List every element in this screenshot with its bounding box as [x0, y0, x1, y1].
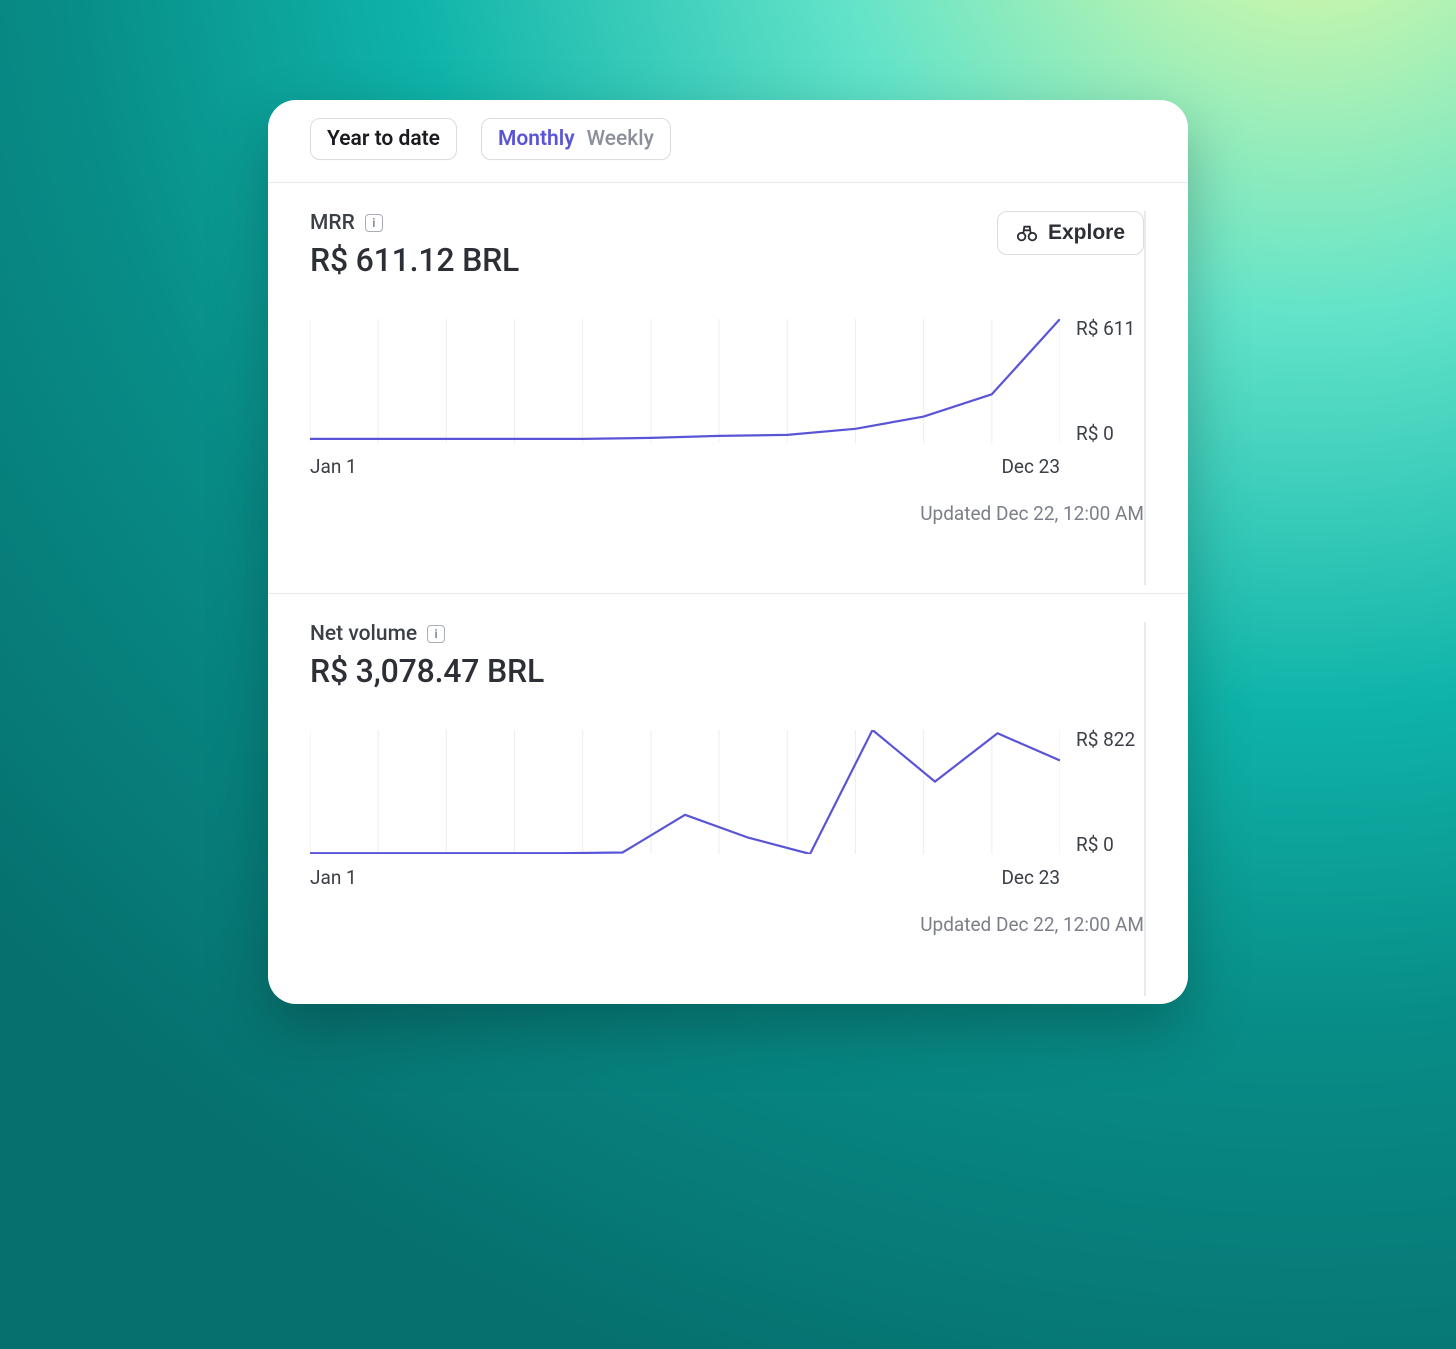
- dashboard-card: Year to date Monthly Weekly MRR i R$ 611.1…: [268, 100, 1188, 1004]
- info-icon[interactable]: i: [365, 214, 383, 232]
- metric-header: Net volume i R$ 3,078.47 BRL: [310, 622, 1144, 690]
- date-range-label: Year to date: [327, 127, 440, 151]
- x-axis-labels: Jan 1 Dec 23: [310, 455, 1144, 478]
- chart-plot: [310, 730, 1060, 854]
- y-min-label: R$ 0: [1076, 424, 1144, 443]
- updated-timestamp: Updated Dec 22, 12:00 AM: [310, 913, 1144, 936]
- x-start-label: Jan 1: [310, 455, 357, 478]
- metric-title: Net volume: [310, 622, 417, 646]
- x-axis-labels: Jan 1 Dec 23: [310, 866, 1144, 889]
- info-icon[interactable]: i: [427, 625, 445, 643]
- chart-plot: [310, 319, 1060, 443]
- y-axis-labels: R$ 611 R$ 0: [1072, 319, 1144, 443]
- x-start-label: Jan 1: [310, 866, 357, 889]
- y-axis-labels: R$ 822 R$ 0: [1072, 730, 1144, 854]
- explore-button-label: Explore: [1048, 221, 1125, 245]
- granularity-active[interactable]: Monthly: [498, 127, 575, 151]
- updated-timestamp: Updated Dec 22, 12:00 AM: [310, 502, 1144, 525]
- metric-title: MRR: [310, 211, 355, 235]
- date-range-selector[interactable]: Year to date: [310, 118, 457, 160]
- x-end-label: Dec 23: [1001, 866, 1060, 889]
- metric-section-mrr: MRR i R$ 611.12 BRL Explore R$ 611 R$ 0 Jan 1 D…: [268, 183, 1188, 593]
- metric-value: R$ 611.12 BRL: [310, 241, 519, 279]
- metric-value: R$ 3,078.47 BRL: [310, 652, 544, 690]
- granularity-inactive[interactable]: Weekly: [587, 127, 654, 151]
- chart-area: R$ 822 R$ 0: [310, 730, 1144, 854]
- y-min-label: R$ 0: [1076, 835, 1144, 854]
- y-max-label: R$ 611: [1076, 319, 1144, 338]
- controls-row: Year to date Monthly Weekly: [268, 108, 1188, 183]
- binoculars-icon: [1016, 224, 1038, 242]
- explore-button[interactable]: Explore: [997, 211, 1144, 255]
- x-end-label: Dec 23: [1001, 455, 1060, 478]
- chart-area: R$ 611 R$ 0: [310, 319, 1144, 443]
- granularity-selector[interactable]: Monthly Weekly: [481, 118, 671, 160]
- metric-header: MRR i R$ 611.12 BRL Explore: [310, 211, 1144, 279]
- metric-section-net-volume: Net volume i R$ 3,078.47 BRL R$ 822 R$ 0 Jan …: [268, 593, 1188, 1004]
- y-max-label: R$ 822: [1076, 730, 1144, 749]
